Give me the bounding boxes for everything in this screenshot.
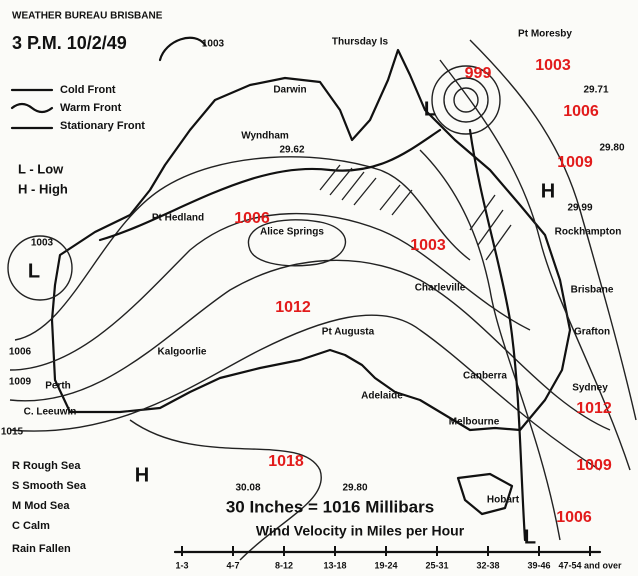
place-name: Brisbane — [571, 285, 614, 296]
legend-label: Cold Front — [60, 84, 116, 96]
place-name: C. Leeuwin — [24, 407, 77, 418]
legend-label: Warm Front — [60, 102, 122, 114]
wind-scale-title: Wind Velocity in Miles per Hour — [256, 523, 465, 539]
isobar — [419, 149, 561, 541]
pressure-centre: L — [424, 98, 436, 120]
isobar-label: 1003 — [535, 57, 571, 74]
cold-front — [468, 128, 527, 542]
isobar-label: 999 — [465, 65, 492, 82]
station-reading: 1006 — [9, 347, 32, 358]
isobar-label: 1006 — [556, 509, 592, 526]
wind-scale-step: 1-3 — [175, 560, 188, 570]
isobar-label: 1009 — [557, 154, 593, 171]
station-reading: 1003 — [31, 238, 54, 249]
rain-area — [319, 164, 512, 261]
isobar-label: 1018 — [268, 453, 304, 470]
isobar — [469, 39, 637, 421]
station-reading: 29.80 — [342, 483, 367, 494]
place-name: Hobart — [487, 495, 520, 506]
conversion-note: 30 Inches = 1016 Millibars — [226, 497, 434, 516]
isobar — [439, 59, 631, 471]
tasmania — [456, 472, 514, 516]
isobar — [247, 219, 347, 267]
place-name: Charleville — [415, 283, 466, 294]
pressure-centre: H — [135, 464, 149, 486]
isobar-label: 1003 — [410, 237, 446, 254]
station-reading: 30.08 — [235, 483, 260, 494]
wind-scale-step: 25-31 — [425, 560, 448, 570]
isobar — [9, 212, 531, 371]
place-name: Melbourne — [449, 417, 500, 428]
low-isobar — [443, 77, 489, 123]
header-flourish — [158, 36, 207, 62]
stationary-front — [98, 128, 442, 242]
isobar-label: 1012 — [275, 299, 311, 316]
warm-front-symbol — [10, 102, 54, 114]
place-name: Wyndham — [241, 131, 289, 142]
wind-scale-step: 19-24 — [374, 560, 397, 570]
legend-label: Stationary Front — [60, 120, 145, 132]
place-name: Perth — [45, 381, 71, 392]
place-name: Adelaide — [361, 391, 403, 402]
wind-scale-step: 47-54 and over — [558, 560, 622, 570]
sea-state: M Mod Sea — [12, 500, 70, 512]
place-name: Rockhampton — [555, 227, 622, 238]
station-reading: 1009 — [9, 377, 32, 388]
pressure-centre: H — [541, 180, 555, 202]
place-name: Pt Augusta — [322, 327, 375, 338]
station-reading: 1003 — [202, 39, 225, 50]
legend-label: L - Low — [18, 161, 64, 176]
place-name: Pt Moresby — [518, 29, 572, 40]
isobar-label: 1006 — [234, 210, 270, 227]
station-reading: 29.99 — [567, 203, 592, 214]
place-name: Canberra — [463, 371, 507, 382]
pressure-centre: L — [28, 260, 40, 282]
place-name: Pt Hedland — [152, 213, 204, 224]
place-name: Sydney — [572, 383, 608, 394]
isobar — [9, 314, 601, 471]
station-reading: 29.71 — [583, 85, 608, 96]
legend-label: H - High — [18, 181, 68, 196]
coastline — [50, 48, 572, 432]
station-reading: 29.62 — [279, 145, 304, 156]
low-isobar — [431, 65, 501, 135]
place-name: Darwin — [273, 85, 306, 96]
sea-state: S Smooth Sea — [12, 480, 87, 492]
isobar — [14, 156, 471, 341]
sea-state: R Rough Sea — [12, 460, 81, 472]
low-isobar — [453, 87, 479, 113]
pressure-centre: L — [524, 526, 536, 548]
wind-scale-step: 8-12 — [275, 560, 293, 570]
isobar — [129, 419, 322, 561]
sea-state: Rain Fallen — [12, 543, 71, 555]
labels: WEATHER BUREAU BRISBANE 3 P.M. 10/2/49 Col… — [1, 11, 625, 571]
office-title: WEATHER BUREAU BRISBANE — [12, 11, 163, 22]
wind-scale-step: 13-18 — [323, 560, 346, 570]
isobar-label: 1009 — [576, 457, 612, 474]
wind-scale-step: 39-46 — [527, 560, 550, 570]
place-name: Thursday Is — [332, 37, 389, 48]
place-name: Alice Springs — [260, 227, 324, 238]
isobar-label: 1012 — [576, 400, 612, 417]
station-reading: 29.80 — [599, 143, 624, 154]
wind-scale-step: 4-7 — [226, 560, 239, 570]
place-name: Kalgoorlie — [158, 347, 207, 358]
low-isobar — [7, 235, 73, 301]
place-name: Grafton — [574, 327, 610, 338]
station-reading: 1015 — [1, 427, 24, 438]
sea-state: C Calm — [12, 520, 50, 532]
map-time: 3 P.M. 10/2/49 — [12, 33, 127, 53]
wind-scale-step: 32-38 — [476, 560, 499, 570]
isobar-label: 1006 — [563, 103, 599, 120]
